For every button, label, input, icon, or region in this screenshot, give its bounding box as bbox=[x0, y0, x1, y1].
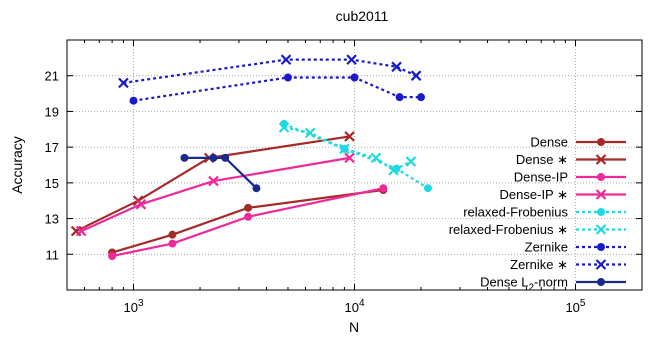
legend: Dense Dense ∗ Dense-IP Dense-IP ∗ relaxed-Fr… bbox=[449, 135, 626, 294]
series-line bbox=[75, 135, 350, 233]
y-tick-label: 19 bbox=[45, 104, 59, 119]
legend-marker bbox=[597, 278, 605, 286]
legend-marker bbox=[595, 259, 607, 270]
series-line bbox=[283, 122, 429, 190]
data-point bbox=[405, 156, 417, 167]
data-point bbox=[108, 252, 117, 261]
legend-marker bbox=[597, 173, 605, 181]
data-point bbox=[280, 54, 292, 65]
data-point bbox=[423, 184, 432, 193]
y-tick-label: 21 bbox=[45, 69, 59, 84]
legend-label: Dense-IP ∗ bbox=[500, 187, 568, 202]
legend-item: relaxed-Frobenius bbox=[463, 205, 626, 220]
y-axis-label: Accuracy bbox=[9, 136, 25, 194]
data-point bbox=[278, 122, 290, 133]
data-point bbox=[304, 127, 316, 139]
series-6 bbox=[278, 122, 417, 176]
series-line bbox=[133, 76, 422, 102]
legend-item: Dense-IP ∗ bbox=[500, 187, 626, 202]
legend-item: Dense L2-norm bbox=[480, 275, 626, 294]
legend-item: Dense-IP bbox=[514, 170, 626, 185]
legend-label: Dense-IP bbox=[514, 170, 568, 185]
data-point bbox=[350, 73, 359, 82]
series-8 bbox=[118, 54, 422, 89]
legend-marker bbox=[595, 224, 607, 235]
series-9 bbox=[180, 153, 261, 193]
data-point bbox=[75, 225, 87, 237]
series-layer bbox=[70, 54, 432, 261]
x-tick-label: 105 bbox=[565, 298, 585, 315]
data-point bbox=[209, 153, 218, 162]
data-point bbox=[395, 93, 404, 102]
y-tick-label: 17 bbox=[45, 140, 59, 155]
data-point bbox=[391, 61, 402, 73]
chart-title: cub2011 bbox=[336, 8, 389, 24]
y-tick-label: 11 bbox=[46, 247, 60, 262]
data-point bbox=[379, 184, 388, 193]
data-point bbox=[129, 96, 138, 105]
legend-marker bbox=[597, 138, 605, 146]
data-point bbox=[283, 73, 292, 82]
data-point bbox=[410, 70, 422, 81]
data-point bbox=[417, 93, 426, 102]
data-point bbox=[388, 165, 399, 176]
series-4 bbox=[75, 152, 355, 237]
series-line bbox=[80, 156, 350, 233]
y-tick-label: 15 bbox=[45, 176, 59, 191]
legend-marker bbox=[597, 243, 605, 251]
legend-marker bbox=[597, 208, 605, 216]
legend-label: Dense bbox=[530, 135, 568, 150]
data-point bbox=[180, 153, 189, 162]
legend-label: Dense ∗ bbox=[516, 152, 568, 167]
series-line bbox=[123, 58, 417, 84]
legend-label: Zernike ∗ bbox=[510, 257, 568, 272]
data-point bbox=[168, 239, 177, 248]
legend-marker bbox=[595, 154, 607, 165]
legend-label: relaxed-Frobenius bbox=[463, 205, 568, 220]
x-tick-label: 103 bbox=[124, 298, 144, 315]
legend-marker bbox=[595, 189, 607, 200]
data-point bbox=[344, 131, 355, 142]
legend-label: relaxed-Frobenius ∗ bbox=[449, 222, 568, 237]
legend-item: Dense bbox=[530, 135, 626, 150]
data-point bbox=[370, 152, 382, 164]
series-7 bbox=[129, 73, 426, 105]
legend-item: Zernike bbox=[525, 240, 626, 255]
data-point bbox=[221, 153, 230, 162]
data-point bbox=[118, 77, 129, 89]
data-point bbox=[346, 54, 357, 65]
y-tick-label: 13 bbox=[45, 212, 59, 227]
legend-item: Zernike ∗ bbox=[510, 257, 626, 272]
series-line bbox=[111, 187, 384, 258]
series-line bbox=[184, 156, 258, 190]
data-point bbox=[344, 152, 355, 164]
series-3 bbox=[108, 184, 388, 261]
legend-label: Dense L2-norm bbox=[480, 275, 568, 294]
axis-ticks: 11 13 15 17 19 21 103 104 105 bbox=[45, 40, 643, 315]
data-point bbox=[339, 143, 350, 155]
x-tick-label: 104 bbox=[344, 298, 364, 315]
data-point bbox=[168, 230, 177, 239]
data-point bbox=[252, 184, 261, 193]
series-line bbox=[111, 188, 384, 254]
x-axis-label: N bbox=[349, 319, 359, 335]
legend-item: Dense ∗ bbox=[516, 152, 626, 167]
data-point bbox=[244, 203, 253, 212]
data-point bbox=[244, 212, 253, 221]
data-point bbox=[208, 175, 219, 187]
legend-item: relaxed-Frobenius ∗ bbox=[449, 222, 626, 237]
legend-label: Zernike bbox=[525, 240, 568, 255]
data-point bbox=[135, 199, 147, 210]
